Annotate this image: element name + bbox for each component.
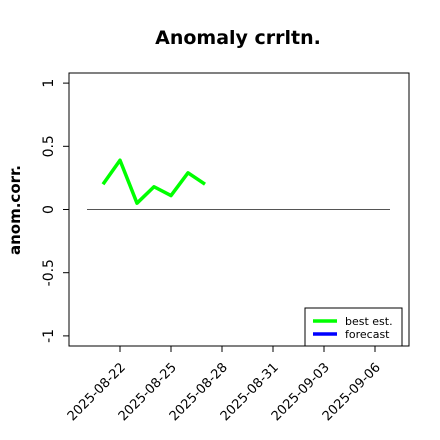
legend-label: best est. — [345, 315, 393, 328]
y-tick-label: 1 — [41, 79, 57, 88]
y-tick-label: -1 — [41, 329, 57, 343]
legend-box — [304, 307, 403, 347]
series-line — [101, 158, 206, 205]
y-tick-label: 0 — [41, 205, 57, 214]
y-tick-label: -0.5 — [41, 259, 57, 286]
chart-title: Anomaly crrltn. — [155, 27, 321, 49]
y-tick-label: 0.5 — [41, 135, 57, 157]
y-axis-label: anom.corr. — [6, 165, 24, 255]
legend-label: forecast — [345, 328, 390, 341]
